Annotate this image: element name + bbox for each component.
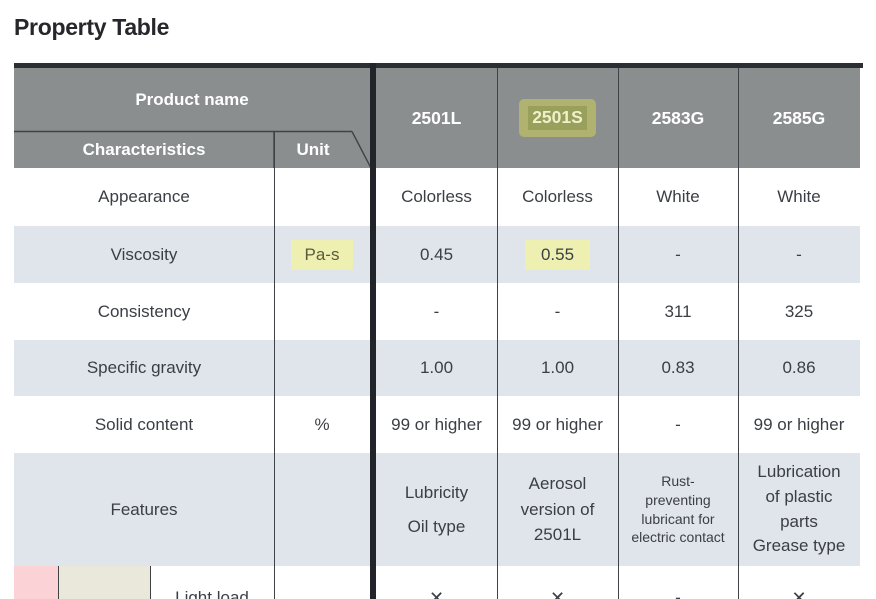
value-cell: White	[656, 187, 700, 206]
value-cell: 99 or higher	[512, 414, 603, 434]
table-row-light-load: Light load ✕ ✕ - ✕	[14, 566, 860, 599]
column-header-2501L: 2501L	[376, 68, 497, 168]
table-corner-header: Product name Characteristics Unit	[14, 68, 370, 168]
value-cell: 1.00	[419, 358, 454, 377]
column-header-2501S: 2501S	[497, 68, 618, 168]
value-cell: -	[675, 244, 681, 264]
value-cell: Colorless	[522, 187, 593, 206]
value-cell: 311	[664, 301, 692, 321]
value-cell: 99 or higher	[753, 414, 845, 434]
value-cell: 0.55	[497, 226, 618, 283]
table-top-border	[14, 63, 863, 68]
column-header-2585G: 2585G	[738, 68, 860, 168]
column-divider	[497, 68, 498, 599]
product-name-header: Product name	[135, 89, 249, 109]
value-cell: White	[777, 187, 821, 206]
row-label: Features	[110, 499, 178, 519]
highlight-marker: 2501S	[519, 99, 596, 137]
row-label: Consistency	[97, 301, 191, 321]
unit-cell	[274, 283, 370, 340]
header-divider-lines	[14, 130, 370, 168]
unit-cell	[274, 340, 370, 396]
table-row-appearance: Appearance Colorless Colorless White Whi…	[14, 168, 860, 226]
value-cell: 325	[784, 301, 814, 321]
value-cell: -	[796, 244, 802, 264]
value-highlight: 0.55	[524, 239, 591, 270]
unit-cell	[274, 566, 370, 599]
row-label: Viscosity	[110, 244, 178, 264]
value-cell: 0.45	[419, 244, 454, 264]
column-divider	[58, 566, 59, 599]
value-cell: -	[675, 588, 681, 599]
value-cell: Lubrication of plastic parts Grease type	[752, 462, 846, 556]
unit-header: Unit	[296, 139, 330, 159]
category-color-cell-pink	[14, 566, 58, 599]
value-cell: Lubricity Oil type	[404, 482, 469, 536]
value-cell: Colorless	[401, 187, 472, 206]
value-cell: 1.00	[540, 358, 575, 377]
characteristics-header: Characteristics	[82, 139, 206, 159]
value-cell: -	[433, 301, 440, 321]
value-cell: -	[675, 414, 681, 434]
row-label: Specific gravity	[86, 358, 202, 377]
value-cell: ✕	[791, 587, 807, 599]
column-divider	[274, 131, 275, 599]
row-label: Light load	[175, 588, 249, 599]
unit-cell: Pa-s	[274, 226, 370, 283]
value-cell: 0.86	[782, 358, 816, 377]
unit-cell: %	[314, 414, 330, 434]
column-divider	[738, 68, 739, 599]
column-header-2583G: 2583G	[618, 68, 738, 168]
column-divider	[150, 566, 151, 599]
table-row-solid-content: Solid content % 99 or higher 99 or highe…	[14, 396, 860, 453]
unit-highlight: Pa-s	[290, 239, 354, 270]
unit-cell	[274, 168, 370, 226]
table-row-specific-gravity: Specific gravity 1.00 1.00 0.83 0.86	[14, 340, 860, 396]
value-cell: Rust- preventing lubricant for electric …	[631, 472, 725, 546]
value-cell: 99 or higher	[391, 414, 482, 434]
row-label: Appearance	[98, 187, 190, 206]
table-row-features: Features Lubricity Oil type Aerosol vers…	[14, 453, 860, 566]
column-divider	[618, 68, 619, 599]
category-color-cell-beige	[58, 566, 150, 599]
page-title: Property Table	[14, 14, 170, 40]
row-label: Solid content	[94, 414, 194, 434]
unit-cell	[274, 453, 370, 566]
value-cell: -	[554, 301, 561, 321]
table-row-consistency: Consistency - - 311 325	[14, 283, 860, 340]
thick-vertical-divider	[370, 63, 376, 599]
value-cell: Aerosol version of 2501L	[520, 474, 595, 545]
table-row-viscosity: Viscosity Pa-s 0.45 0.55 - -	[14, 226, 860, 283]
value-cell: ✕	[428, 587, 445, 599]
value-cell: 0.83	[661, 358, 695, 377]
value-cell: ✕	[549, 587, 566, 599]
